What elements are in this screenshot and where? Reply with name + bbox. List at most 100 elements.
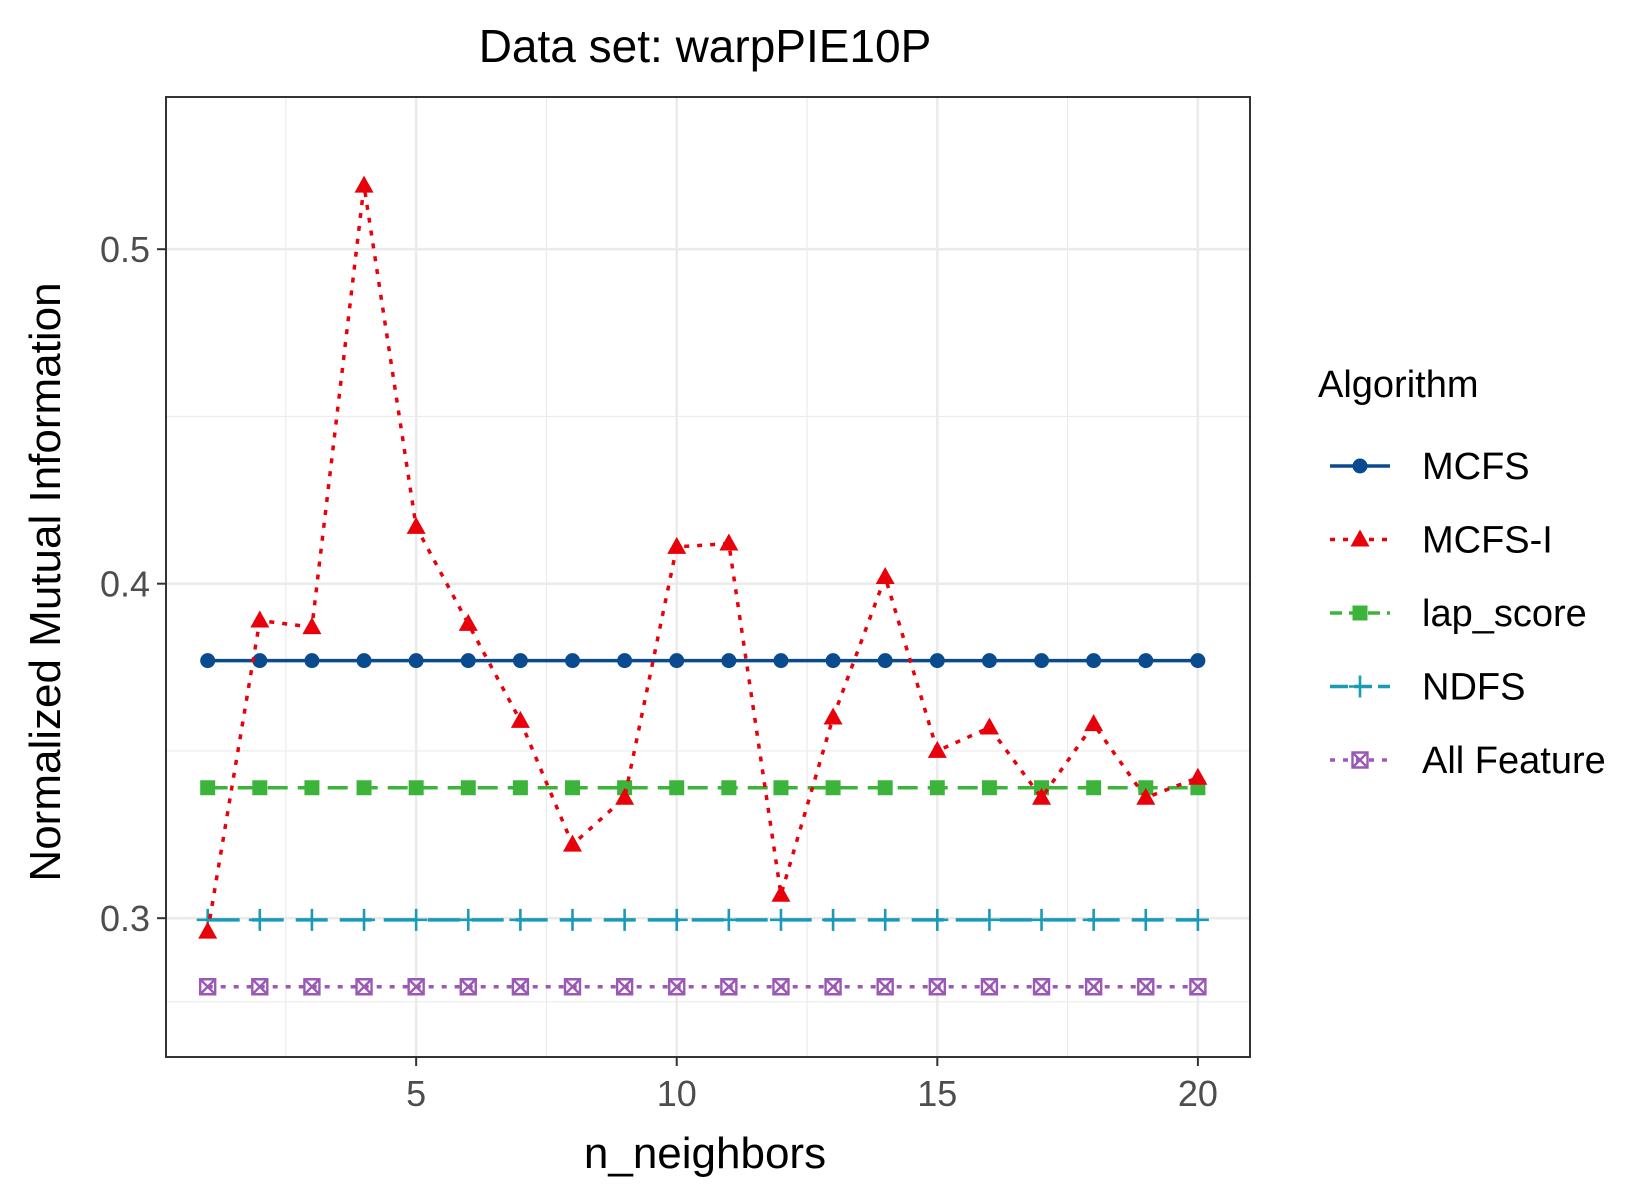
data-point-ndfs	[926, 908, 949, 931]
legend-label-lap-score: lap_score	[1422, 593, 1587, 635]
data-point-all-feature	[1032, 978, 1051, 996]
data-point-mcfs-i	[719, 533, 739, 551]
grid	[166, 97, 1250, 1057]
data-point-mcfs	[1086, 653, 1102, 669]
x-tick-label: 15	[917, 1073, 957, 1114]
data-point-all-feature	[251, 978, 269, 996]
data-point-mcfs-i	[198, 921, 218, 939]
data-point-all-feature	[1084, 978, 1103, 996]
y-tick-label: 0.3	[100, 898, 150, 939]
data-point-all-feature	[980, 978, 999, 996]
legend-marker-ndfs	[1349, 675, 1371, 698]
data-point-mcfs	[200, 653, 216, 669]
data-point-mcfs-i	[875, 567, 895, 584]
data-point-all-feature	[563, 978, 582, 996]
legend-item-lap-score: lap_score	[1330, 593, 1587, 635]
y-axis-title: Normalized Mutual Information	[21, 282, 70, 881]
x-tick-label: 20	[1178, 1073, 1218, 1114]
data-point-all-feature	[459, 978, 477, 996]
data-point-ndfs	[300, 908, 323, 931]
data-point-ndfs	[978, 908, 1001, 931]
series-layer	[196, 175, 1209, 996]
data-point-mcfs	[721, 653, 737, 669]
data-point-mcfs	[617, 653, 633, 669]
data-point-mcfs-i	[302, 617, 322, 635]
data-point-ndfs	[1134, 908, 1157, 931]
data-point-all-feature	[720, 978, 738, 996]
data-point-mcfs-i	[1084, 714, 1104, 732]
data-point-all-feature	[1137, 978, 1155, 996]
legend-title: Algorithm	[1318, 364, 1479, 406]
legend-item-mcfs-i: MCFS-I	[1330, 520, 1553, 562]
data-point-mcfs	[304, 653, 320, 669]
data-point-mcfs-i	[927, 740, 947, 758]
legend: Algorithm MCFS MCFS-I lap_score NDFS All Fea…	[1318, 364, 1606, 782]
y-tick-label: 0.5	[100, 229, 150, 270]
plot-border	[165, 96, 1251, 1058]
data-point-lap-score	[356, 780, 372, 796]
data-point-all-feature	[303, 978, 321, 996]
chart-title: Data set: warpPIE10P	[479, 20, 932, 72]
data-point-mcfs	[252, 653, 268, 669]
data-point-mcfs-i	[667, 536, 687, 554]
data-point-lap-score	[1138, 780, 1154, 796]
data-point-lap-score	[617, 780, 633, 796]
data-point-lap-score	[200, 780, 216, 796]
data-point-mcfs	[356, 653, 372, 669]
data-point-all-feature	[772, 978, 790, 996]
data-point-mcfs-i	[354, 175, 374, 193]
data-point-all-feature	[355, 978, 373, 996]
legend-item-mcfs: MCFS	[1330, 446, 1530, 488]
data-point-mcfs	[565, 653, 580, 669]
data-point-mcfs	[825, 653, 841, 669]
data-point-mcfs-i	[1188, 767, 1208, 785]
data-point-ndfs	[1186, 908, 1209, 931]
data-point-ndfs	[509, 908, 532, 931]
legend-marker-all-feature	[1351, 751, 1369, 769]
legend-label-mcfs: MCFS	[1422, 446, 1530, 488]
data-point-all-feature	[1189, 978, 1207, 996]
axes: 5 10 15 20 0.3 0.4 0.5	[100, 229, 1218, 1114]
data-point-lap-score	[721, 780, 737, 796]
legend-marker-lap-score	[1352, 605, 1368, 621]
data-point-mcfs-i	[563, 834, 582, 852]
data-point-lap-score	[773, 780, 789, 796]
data-point-ndfs	[561, 908, 584, 931]
series-mcfs	[200, 653, 1206, 669]
legend-item-all-feature: All Feature	[1330, 740, 1606, 782]
data-point-mcfs-i	[771, 884, 791, 902]
data-point-all-feature	[407, 978, 425, 996]
plot-panel	[166, 97, 1250, 1057]
data-point-mcfs-i	[250, 610, 270, 628]
data-point-ndfs	[248, 908, 271, 931]
data-point-lap-score	[929, 780, 945, 796]
series-mcfs-i	[198, 175, 1208, 939]
data-point-all-feature	[876, 978, 894, 996]
data-point-mcfs	[669, 653, 685, 669]
y-tick-label: 0.4	[100, 564, 150, 605]
data-point-ndfs	[613, 908, 636, 931]
data-point-lap-score	[565, 780, 580, 796]
data-point-ndfs	[405, 908, 428, 931]
data-point-ndfs	[769, 908, 792, 931]
legend-marker-mcfs	[1352, 458, 1368, 474]
data-point-mcfs-i	[458, 613, 478, 631]
x-axis-title: n_neighbors	[584, 1129, 826, 1178]
data-point-mcfs	[773, 653, 789, 669]
data-point-mcfs	[1190, 653, 1206, 669]
data-point-lap-score	[1086, 780, 1102, 796]
data-point-all-feature	[511, 978, 530, 996]
data-point-mcfs	[1138, 653, 1154, 669]
legend-marker-mcfs-i	[1350, 529, 1370, 547]
data-point-mcfs	[877, 653, 893, 669]
data-point-all-feature	[928, 978, 947, 996]
legend-label-mcfs-i: MCFS-I	[1422, 520, 1553, 562]
data-point-lap-score	[252, 780, 268, 796]
legend-item-ndfs: NDFS	[1330, 667, 1525, 709]
data-point-mcfs-i	[823, 707, 843, 725]
data-point-lap-score	[408, 780, 424, 796]
data-point-lap-score	[669, 780, 685, 796]
data-point-all-feature	[668, 978, 686, 996]
data-point-all-feature	[824, 978, 842, 996]
data-point-mcfs-i	[510, 710, 530, 728]
